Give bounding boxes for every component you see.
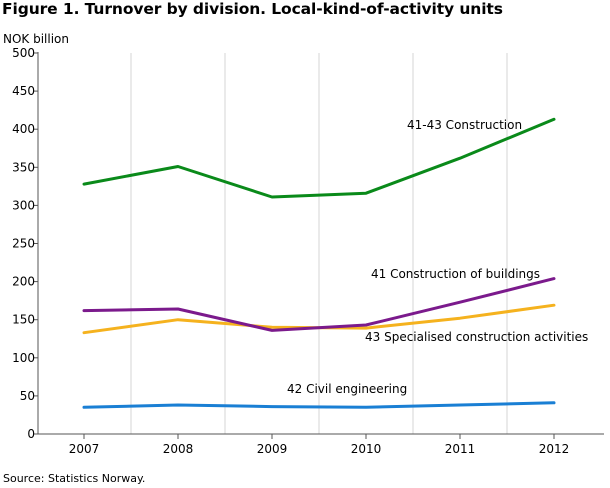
y-tick-label-50: 50 — [20, 389, 35, 403]
y-tick-label-350: 350 — [12, 160, 35, 174]
series-line-42-civil-engineering — [82, 401, 556, 409]
series-line-41-construction-of-buildings — [82, 277, 556, 332]
x-tick-label-2010: 2010 — [351, 442, 382, 456]
series-label-buildings: 41 Construction of buildings — [371, 267, 540, 281]
y-tick-label-300: 300 — [12, 198, 35, 212]
y-tick-label-200: 200 — [12, 275, 35, 289]
y-tick-label-150: 150 — [12, 313, 35, 327]
y-tick-label-100: 100 — [12, 351, 35, 365]
series-label-civil-engineering: 42 Civil engineering — [287, 382, 407, 396]
series-label-construction: 41-43 Construction — [407, 118, 522, 132]
y-tick-label-400: 400 — [12, 122, 35, 136]
y-tick-label-0: 0 — [27, 427, 35, 441]
x-axis-ticks: 2007 2008 2009 2010 2011 2012 — [69, 434, 570, 456]
x-tick-label-2012: 2012 — [539, 442, 570, 456]
y-tick-label-450: 450 — [12, 84, 35, 98]
source-note: Source: Statistics Norway. — [3, 472, 146, 485]
y-axis-ticks: 0 50 100 150 200 250 300 350 400 450 500 — [12, 46, 38, 441]
series-labels: 41-43 Construction 41 Construction of bu… — [287, 118, 588, 396]
axes — [37, 52, 604, 435]
figure-title: Figure 1. Turnover by division. Local-ki… — [2, 0, 503, 18]
y-axis-unit-label: NOK billion — [3, 32, 70, 46]
x-tick-label-2011: 2011 — [445, 442, 476, 456]
x-tick-label-2008: 2008 — [163, 442, 194, 456]
y-tick-label-500: 500 — [12, 46, 35, 60]
series-lines — [82, 117, 556, 409]
x-tick-label-2007: 2007 — [69, 442, 100, 456]
x-tick-label-2009: 2009 — [257, 442, 288, 456]
series-line-41-43-construction — [82, 117, 556, 199]
series-label-specialised: 43 Specialised construction activities — [365, 330, 588, 344]
gridlines — [130, 53, 508, 434]
y-tick-label-250: 250 — [12, 237, 35, 251]
